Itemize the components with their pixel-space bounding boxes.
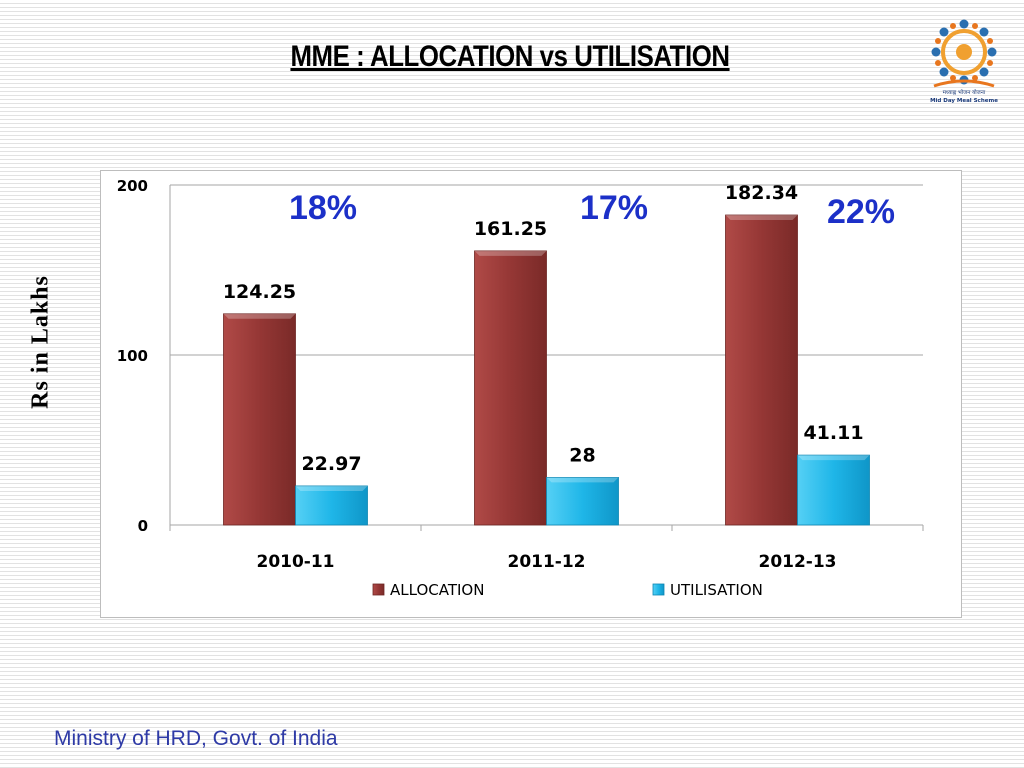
logo-text-hindi: मध्याह्न भोजन योजना bbox=[943, 89, 986, 96]
bar-bevel bbox=[474, 250, 547, 256]
data-label: 182.34 bbox=[725, 182, 798, 204]
utilisation-percent-annotation: 18% bbox=[289, 189, 357, 227]
footer-text: Ministry of HRD, Govt. of India bbox=[54, 727, 338, 750]
bar-bevel bbox=[725, 215, 798, 221]
x-tick-label: 2012-13 bbox=[758, 552, 836, 572]
y-tick-label: 200 bbox=[117, 177, 148, 195]
allocation-bar bbox=[223, 313, 296, 526]
allocation-bar bbox=[474, 250, 547, 526]
utilisation-bar bbox=[797, 454, 870, 526]
bar-bevel bbox=[223, 313, 296, 319]
bar-bevel bbox=[546, 477, 619, 483]
x-tick-label: 2011-12 bbox=[507, 552, 585, 572]
utilisation-bar bbox=[546, 476, 619, 526]
utilisation-percent-annotation: 17% bbox=[580, 189, 648, 227]
data-label: 22.97 bbox=[301, 453, 361, 475]
bar-bevel bbox=[295, 485, 368, 491]
legend-swatch bbox=[372, 583, 385, 596]
utilisation-bar bbox=[295, 485, 368, 526]
y-tick-label: 0 bbox=[138, 517, 148, 535]
mid-day-meal-logo: मध्याह्न भोजन योजना Mid Day Meal Scheme bbox=[930, 19, 998, 104]
bar-chart: 0 100 200 2010-11 124.25 22.97 2011-12 161.25 28… bbox=[117, 177, 924, 599]
legend-label: UTILISATION bbox=[670, 581, 763, 599]
allocation-bar bbox=[725, 214, 798, 526]
legend-label: ALLOCATION bbox=[390, 581, 484, 599]
legend-swatch bbox=[652, 583, 665, 596]
data-label: 28 bbox=[569, 444, 595, 466]
data-label: 124.25 bbox=[223, 281, 296, 303]
y-tick-label: 100 bbox=[117, 347, 148, 365]
bar-bevel bbox=[797, 455, 870, 461]
y-axis-title: Rs in Lakhs bbox=[27, 275, 54, 409]
logo-text-english: Mid Day Meal Scheme bbox=[930, 98, 998, 104]
utilisation-percent-annotation: 22% bbox=[827, 193, 895, 231]
x-tick-label: 2010-11 bbox=[256, 552, 334, 572]
chart-frame: 0 100 200 2010-11 124.25 22.97 2011-12 161.25 28… bbox=[100, 170, 962, 618]
slide-title: MME : ALLOCATION vs UTILISATION bbox=[290, 40, 730, 73]
data-label: 161.25 bbox=[474, 218, 547, 240]
data-label: 41.11 bbox=[803, 422, 863, 444]
